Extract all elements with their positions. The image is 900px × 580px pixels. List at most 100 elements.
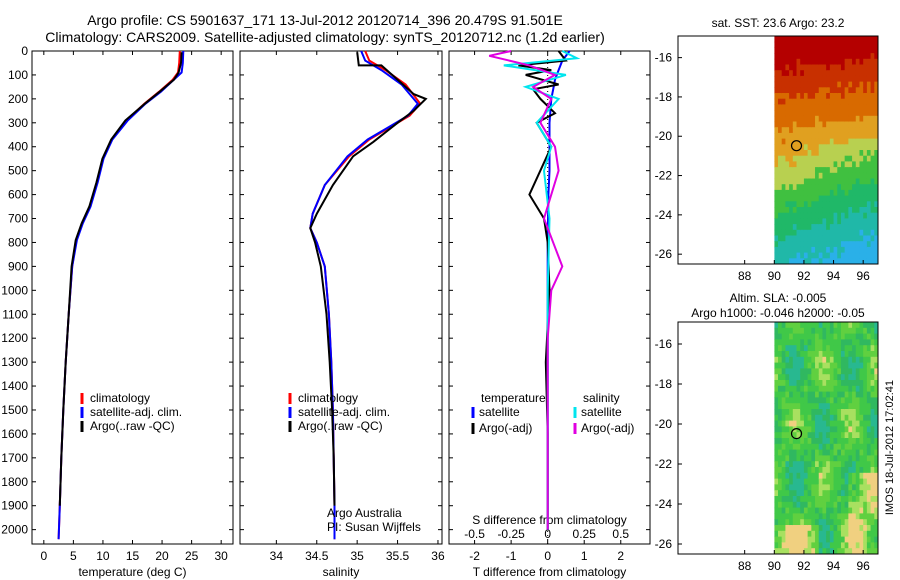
map-cell [866,246,872,254]
map-cell [874,93,879,100]
map-cell [874,195,879,202]
map-cell [829,438,835,445]
map-cell [781,172,787,180]
map-cell [852,525,857,532]
map-cell [844,490,849,497]
map-cell [822,235,827,242]
map-cell [792,472,798,480]
map-cell [792,252,798,259]
map-cell [874,391,879,398]
map-cell [774,356,779,364]
map-cell [859,333,864,340]
map-cell [844,98,849,105]
map-cell [874,241,879,248]
map-cell [863,229,868,237]
map-cell [837,339,842,346]
map-cell [848,81,853,88]
map-cell [803,455,809,462]
map-cell [829,70,835,77]
map-cell [837,172,842,180]
map-cell [844,536,849,543]
map-cell [837,496,842,503]
map-cell [778,41,783,48]
series-line-argo-raw-qc- [58,52,183,506]
map-cell [781,345,787,352]
map-cell [800,58,805,66]
map-cell [826,472,831,480]
map-cell [829,414,835,422]
map-cell [796,53,801,60]
map-cell [833,327,838,335]
map-cell [815,426,820,433]
map-cell [866,75,872,83]
map-cell [778,36,783,43]
map-cell [785,414,790,422]
map-cell [822,548,827,554]
map-cell [796,432,801,439]
map-cell [778,525,783,532]
map-cell [792,241,798,248]
map-cell [800,507,805,514]
x-tick-label: 15 [126,549,140,563]
map-cell [855,542,861,549]
map-cell [870,339,875,346]
map-cell [837,138,842,145]
map-cell [792,212,798,219]
depth-tick-label: 600 [8,188,28,202]
map-cell [803,195,809,202]
map-cell [800,478,805,485]
map-cell [815,87,820,94]
map-cell [781,472,787,480]
map-cell [866,167,872,174]
map-cell [870,161,875,168]
map-cell [826,438,831,445]
map-cell [826,380,831,387]
map-cell [829,64,835,71]
map-cell [840,426,846,433]
map-cell [778,132,783,140]
map-cell [826,542,831,549]
map-cell [778,207,783,214]
map-cell [870,115,875,123]
map-cell [852,64,857,71]
map-cell [800,195,805,202]
x-tick-label: 20 [155,549,169,563]
map-cell [840,241,846,248]
map-cell [789,542,794,549]
map-cell [789,490,794,497]
map-cell [778,443,783,451]
map-cell [826,161,831,168]
map-cell [848,87,853,94]
map-cell [822,380,827,387]
map-cell [792,409,798,416]
map-cell [852,530,857,538]
map-cell [781,161,787,168]
map-cell [803,252,809,259]
map-cell [800,144,805,151]
map-cell [792,478,798,485]
map-cell [792,127,798,134]
map-cell [855,467,861,474]
map-cell [807,58,812,66]
map-cell [781,374,787,381]
salinity-frame [239,50,443,545]
map-cell [844,201,849,208]
map-cell [822,443,827,451]
map-cell [774,87,779,94]
map-cell [874,472,879,480]
map-cell [833,356,838,364]
map-cell [803,426,809,433]
map-cell [826,467,831,474]
map-cell [807,144,812,151]
map-cell [796,235,801,242]
map-cell [811,167,816,174]
map-cell [855,530,861,538]
map-cell [866,178,872,185]
map-cell [811,144,816,151]
map-cell [807,218,812,225]
map-cell [818,36,824,43]
map-cell [785,70,790,77]
map-cell [863,93,868,100]
map-cell [803,536,809,543]
series-line-s-argo-adj- [488,50,564,530]
